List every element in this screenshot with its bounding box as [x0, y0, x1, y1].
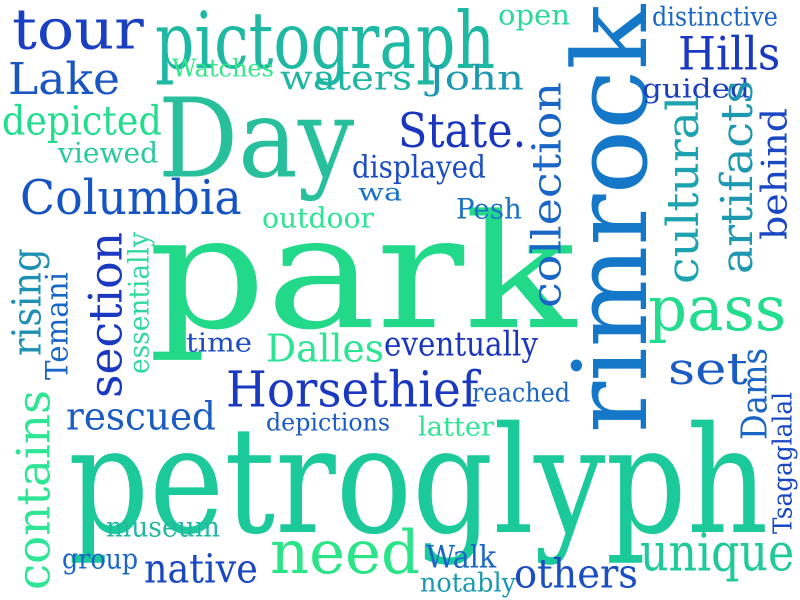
word-pesh: Pesh — [456, 193, 522, 226]
word-need: need — [270, 518, 420, 588]
word-petroglyph: petroglyph — [68, 395, 769, 568]
word-wa: wa — [358, 179, 403, 207]
word-guided: guided — [642, 73, 750, 104]
word-distinctive: distinctive — [652, 1, 778, 32]
word-dalles: Dalles — [266, 326, 385, 371]
word-displayed: displayed — [352, 149, 486, 185]
word-waters: waters — [280, 58, 412, 98]
word-latter: latter — [418, 411, 494, 442]
word-native: native — [144, 546, 258, 593]
word-rescued: rescued — [66, 394, 216, 439]
word-pass: pass — [648, 272, 787, 345]
word-unique: unique — [640, 523, 795, 584]
word-tsagaglalal: Tsagaglalal — [767, 391, 798, 534]
word-contains: contains — [7, 389, 61, 590]
word-walk: Walk — [426, 539, 497, 575]
word-day: Day — [158, 75, 355, 204]
word-lake: Lake — [8, 54, 120, 105]
word-tour: tour — [12, 0, 144, 63]
word-essentially: essentially — [123, 232, 156, 374]
word-rimrock: rimrock — [551, 4, 671, 434]
word-others: others — [514, 551, 639, 598]
word-group: group — [62, 543, 139, 576]
word-notably: notably — [420, 567, 516, 598]
word-behind: behind — [754, 108, 796, 240]
word-museum: museum — [106, 511, 220, 544]
word-cultural: cultural — [658, 95, 709, 284]
word-reached: reached — [472, 377, 571, 408]
word-park: park — [148, 182, 577, 366]
word-john: John — [428, 58, 525, 98]
word-hills: Hills — [678, 27, 781, 81]
word-set: set — [668, 344, 748, 395]
word-collection: collection — [524, 81, 571, 309]
word-state: State. — [398, 103, 527, 159]
word-pictograph: pictograph — [155, 0, 496, 87]
word-viewed: viewed — [58, 137, 159, 170]
word-columbia: Columbia — [20, 170, 242, 226]
word-outdoor: outdoor — [262, 202, 374, 235]
word-depicted: depicted — [2, 98, 162, 145]
word-horsethief: Horsethief — [226, 360, 479, 419]
word-artifacts: artifacts — [712, 80, 763, 274]
word-open: open — [498, 0, 570, 32]
word-temani: Temani — [39, 272, 75, 380]
word-depictions: depictions — [266, 409, 391, 437]
word-eventually: eventually — [384, 324, 538, 364]
word-watches: Watches — [172, 55, 274, 83]
word-time: time — [186, 327, 253, 358]
